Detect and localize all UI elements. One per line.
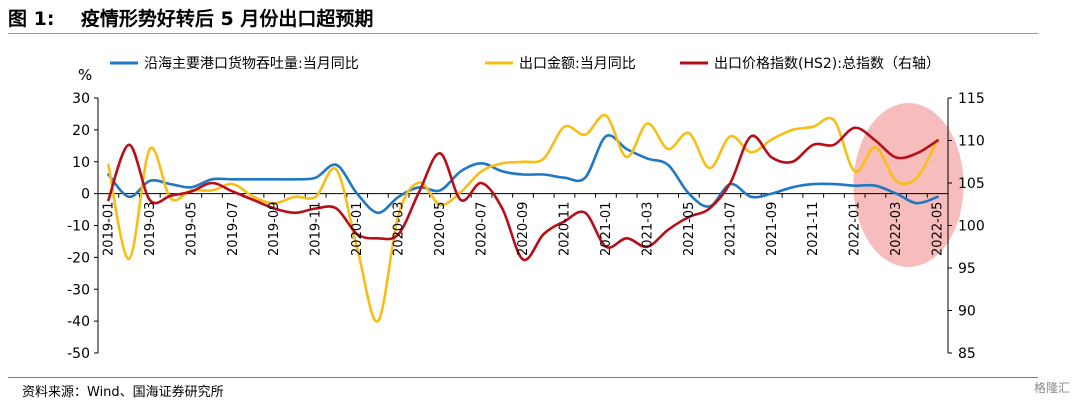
x-tick-label: 2021-05 [682, 202, 697, 256]
right-tick-label: 100 [958, 219, 985, 235]
right-tick-label: 85 [958, 346, 976, 362]
left-tick-label: -30 [67, 282, 90, 298]
left-tick-label: 30 [72, 91, 90, 107]
x-tick-label: 2019-07 [226, 202, 241, 256]
watermark-logo: 格隆汇 [1033, 381, 1070, 395]
legend-label-2: 出口金额:当月同比 [519, 56, 636, 72]
legend-label-1: 沿海主要港口货物吞吐量:当月同比 [144, 55, 359, 72]
series-line-3 [107, 126, 939, 262]
x-tick-label: 2021-07 [723, 202, 738, 256]
right-tick-label: 90 [958, 304, 976, 320]
left-axis-unit: % [78, 66, 92, 84]
x-tick-label: 2021-01 [599, 202, 614, 256]
x-tick-label: 2019-01 [101, 202, 116, 256]
x-tick-label: 2019-11 [309, 202, 324, 256]
x-tick-label: 2020-11 [557, 202, 572, 256]
left-tick-label: -10 [67, 219, 90, 235]
x-tick-label: 2020-01 [350, 202, 365, 256]
x-tick-label: 2020-05 [433, 202, 448, 256]
x-tick-label: 2020-03 [392, 202, 407, 256]
title-divider [8, 33, 1038, 34]
x-tick-label: 2020-07 [475, 202, 490, 256]
series-layer [107, 113, 939, 323]
x-tick-label: 2019-09 [267, 202, 282, 256]
left-tick-label: -40 [67, 314, 90, 330]
left-tick-label: -20 [67, 250, 90, 266]
x-tick-label: 2020-09 [516, 202, 531, 256]
x-tick-label: 2019-03 [143, 202, 158, 256]
x-tick-label: 2019-05 [184, 202, 199, 256]
x-tick-label: 2022-03 [889, 202, 904, 256]
right-tick-label: 110 [958, 134, 985, 150]
legend: 沿海主要港口货物吞吐量:当月同比 出口金额:当月同比 出口价格指数(HS2):总指数… [110, 55, 940, 72]
source-divider [8, 377, 1038, 378]
series-line-1 [107, 134, 939, 215]
left-tick-label: 20 [72, 123, 90, 139]
right-tick-label: 105 [958, 176, 985, 192]
left-tick-label: 0 [81, 187, 90, 203]
left-tick-label: 10 [72, 155, 90, 171]
source-note: 资料来源：Wind、国海证券研究所 [22, 385, 224, 400]
x-tick-label: 2021-09 [765, 202, 780, 256]
legend-label-3: 出口价格指数(HS2):总指数（右轴） [714, 56, 940, 72]
x-tick-label: 2022-05 [931, 202, 946, 256]
left-tick-label: -50 [67, 346, 90, 362]
series-line-2 [107, 113, 939, 323]
right-tick-label: 95 [958, 261, 976, 277]
x-tick-label: 2021-11 [806, 202, 821, 256]
tick-label-layer: -50 -40 -30 -20 -10 0 10 20 30% 85 90 95 100 105 110 11… [67, 66, 985, 362]
x-tick-label: 2022-01 [848, 202, 863, 256]
x-tick-label: 2021-03 [640, 202, 655, 256]
right-tick-label: 115 [958, 91, 985, 107]
figure-title: 图 1: 疫情形势好转后 5 月份出口超预期 [8, 8, 374, 30]
